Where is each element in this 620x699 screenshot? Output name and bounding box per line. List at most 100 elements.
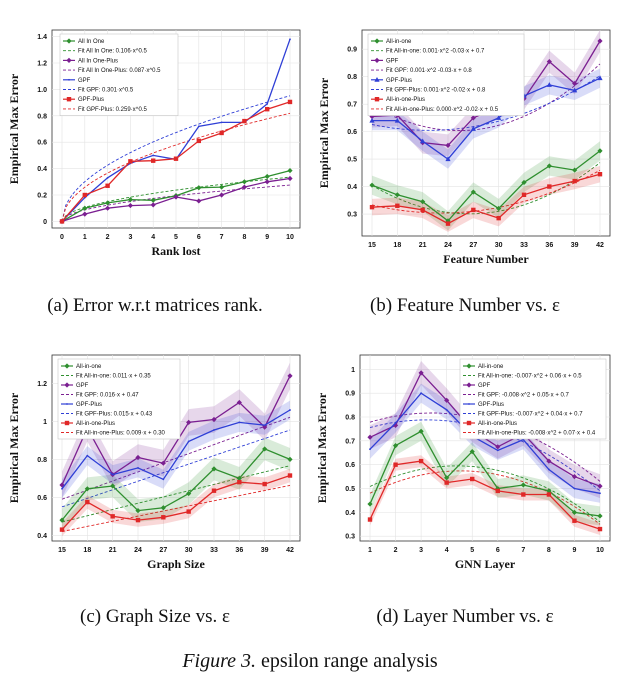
x-axis-label: Rank lost bbox=[151, 244, 200, 258]
confidence-band bbox=[372, 30, 600, 157]
series-line bbox=[61, 448, 291, 521]
series-line bbox=[371, 150, 601, 222]
data-point bbox=[86, 454, 89, 457]
data-point bbox=[420, 138, 426, 144]
data-point bbox=[173, 156, 179, 161]
legend-entry: Fit GPF-Plus: -0.007·x^2 + 0.04·x + 0.7 bbox=[478, 412, 583, 418]
legend-entry: GPF bbox=[76, 383, 89, 389]
y-tick-label: 0.4 bbox=[347, 184, 357, 191]
data-point bbox=[287, 373, 293, 379]
fit-line bbox=[61, 429, 291, 508]
data-point bbox=[59, 517, 65, 523]
x-tick-label: 8 bbox=[547, 547, 551, 554]
data-point bbox=[265, 107, 270, 112]
legend-box bbox=[59, 33, 179, 116]
data-point bbox=[59, 219, 65, 224]
x-tick-label: 3 bbox=[419, 547, 423, 554]
y-tick-label: 1.2 bbox=[37, 381, 47, 388]
legend-marker bbox=[466, 382, 472, 388]
data-point bbox=[186, 490, 192, 497]
x-tick-label: 10 bbox=[286, 234, 294, 241]
legend-entry: Fit GPF-Plus: 0.001·x^2 -0.02·x + 0.8 bbox=[386, 88, 486, 94]
data-point bbox=[237, 479, 242, 485]
y-tick-label: 0.8 bbox=[345, 415, 355, 422]
data-point bbox=[196, 138, 201, 144]
data-point bbox=[262, 446, 268, 452]
data-point bbox=[572, 80, 578, 87]
chart-panel-c: 0.4 0.6 0.8 1 1.2 15 18 21 24 27 30 33 36 39 42 Graph S… bbox=[7, 354, 301, 571]
data-point bbox=[367, 434, 373, 440]
y-tick-label: 0.5 bbox=[347, 157, 357, 164]
data-point bbox=[420, 207, 425, 213]
y-tick-label: 1.4 bbox=[37, 34, 47, 41]
legend-entry: Fit All-in-one-Plus: -0.008·x^2 + 0.07·x… bbox=[478, 431, 596, 437]
data-point bbox=[572, 167, 578, 173]
y-axis-label: Empirical Max Error bbox=[317, 77, 331, 188]
data-point bbox=[597, 526, 603, 532]
legend-entry: Fit GPF: 0.001·x^2 -0.03·x + 0.8 bbox=[386, 68, 472, 74]
y-tick-label: 0.7 bbox=[347, 102, 357, 109]
chart-panel-d: 0.3 0.4 0.5 0.6 0.7 0.8 0.9 1 1 2 3 4 5 6 7 8 9 10 GNN Lay… bbox=[315, 354, 611, 571]
data-point bbox=[394, 422, 397, 424]
x-tick-label: 18 bbox=[83, 547, 91, 554]
legend-entry: All In One-Plus bbox=[78, 58, 118, 64]
x-tick-label: 3 bbox=[128, 234, 132, 241]
x-tick-label: 10 bbox=[596, 547, 604, 554]
data-point bbox=[597, 172, 603, 177]
data-point bbox=[173, 194, 179, 200]
data-point bbox=[263, 424, 266, 427]
data-point bbox=[196, 185, 202, 191]
fit-line bbox=[61, 416, 291, 500]
x-tick-label: 5 bbox=[174, 234, 178, 241]
x-tick-label: 15 bbox=[58, 547, 66, 554]
series-line bbox=[372, 77, 601, 160]
y-tick-label: 0.6 bbox=[37, 495, 47, 502]
data-point bbox=[59, 527, 65, 532]
data-point bbox=[82, 192, 87, 198]
y-tick-label: 0.7 bbox=[345, 438, 355, 445]
data-point bbox=[196, 198, 202, 204]
legend-marker bbox=[64, 363, 70, 369]
data-point bbox=[106, 176, 109, 179]
data-point bbox=[418, 458, 424, 464]
data-point bbox=[495, 444, 501, 450]
legend-entry: Fit GPF-Plus: 0.259·x^0.5 bbox=[78, 107, 148, 113]
data-point bbox=[445, 221, 451, 226]
y-tick-label: 0 bbox=[43, 219, 47, 226]
series-line bbox=[61, 375, 291, 486]
data-point bbox=[496, 115, 502, 120]
x-tick-label: 18 bbox=[393, 242, 401, 249]
data-point bbox=[444, 480, 449, 485]
data-point bbox=[150, 202, 156, 208]
data-point bbox=[266, 103, 269, 105]
data-point bbox=[496, 449, 499, 452]
data-point bbox=[369, 448, 371, 451]
data-point bbox=[287, 456, 293, 462]
x-tick-label: 7 bbox=[521, 547, 525, 554]
data-point bbox=[393, 462, 398, 467]
caption-c: (c) Graph Size vs. ε bbox=[80, 606, 230, 627]
series-line bbox=[371, 173, 601, 225]
series-line bbox=[61, 409, 291, 490]
data-point bbox=[471, 207, 476, 213]
y-tick-label: 0.8 bbox=[37, 113, 47, 120]
legend-entry: Fit All-in-one: 0.001·x^2 -0.03·x + 0.7 bbox=[386, 49, 485, 55]
data-point bbox=[264, 179, 270, 185]
legend-marker bbox=[64, 420, 70, 426]
x-tick-label: 39 bbox=[571, 242, 579, 249]
x-tick-label: 8 bbox=[242, 234, 246, 241]
x-tick-label: 2 bbox=[106, 234, 110, 241]
legend-marker bbox=[466, 420, 472, 426]
figure-label: Figure 3. bbox=[182, 650, 257, 672]
series-line bbox=[369, 430, 601, 517]
data-point bbox=[470, 476, 475, 482]
y-tick-label: 0.9 bbox=[347, 47, 357, 54]
x-tick-label: 36 bbox=[235, 547, 243, 554]
x-tick-label: 1 bbox=[368, 547, 372, 554]
legend-marker bbox=[468, 403, 470, 405]
confidence-band bbox=[62, 400, 290, 499]
data-point bbox=[162, 478, 165, 481]
data-point bbox=[262, 481, 267, 487]
data-point bbox=[105, 200, 111, 206]
confidence-band bbox=[62, 437, 290, 532]
